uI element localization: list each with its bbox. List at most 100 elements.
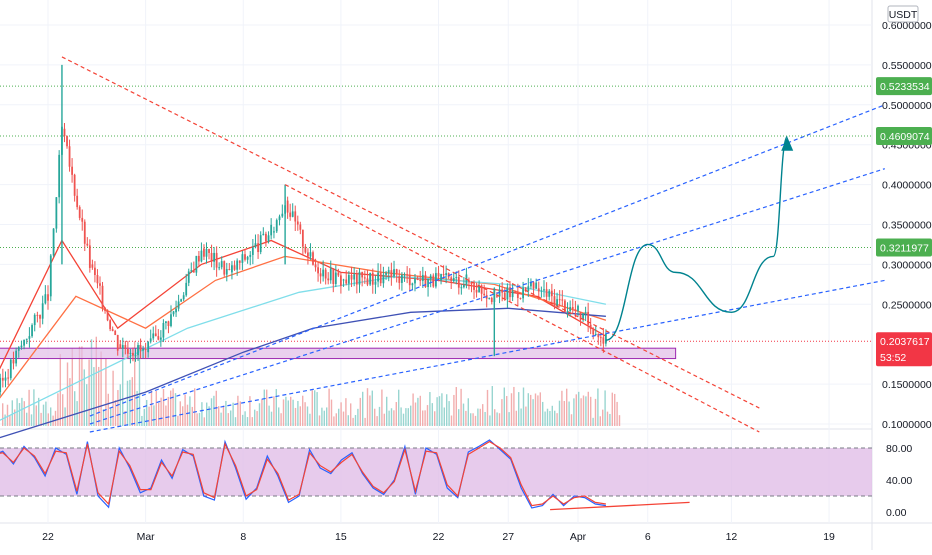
volume-bar — [460, 388, 462, 426]
volume-bar — [314, 390, 316, 426]
candle-body — [187, 271, 190, 283]
volume-bar — [318, 415, 321, 426]
volume-bar — [220, 412, 222, 426]
volume-bar — [237, 395, 239, 426]
price-level-badge-bg — [876, 238, 932, 257]
candle-body — [327, 278, 330, 281]
candle-body — [9, 359, 12, 379]
candle-body — [501, 289, 504, 293]
volume-bar — [366, 388, 369, 426]
candle-body — [522, 287, 524, 299]
volume-bar — [491, 386, 493, 426]
volume-bar — [551, 405, 553, 426]
candle-body — [455, 277, 458, 279]
volume-bar — [515, 410, 517, 426]
price-axis-tick-label: 0.5500000 — [882, 60, 932, 72]
projection-path — [605, 136, 788, 341]
volume-bar — [196, 413, 198, 426]
volume-bar — [506, 396, 508, 426]
oscillator-band — [0, 448, 872, 496]
candle-body — [31, 325, 33, 337]
volume-bar — [446, 394, 448, 426]
volume-bar — [474, 415, 477, 426]
projection-arrow-head — [781, 136, 794, 151]
candle-body — [106, 310, 109, 321]
candle-body — [429, 275, 432, 279]
volume-bar — [611, 392, 613, 426]
candle-body — [377, 272, 379, 282]
volume-bar — [182, 406, 184, 426]
volume-bar — [510, 393, 513, 426]
candle-body — [527, 286, 530, 292]
volume-bar — [616, 401, 618, 426]
volume-bar — [234, 417, 237, 426]
volume-bar — [50, 407, 52, 426]
candle-body — [257, 243, 259, 253]
volume-bar — [436, 397, 438, 426]
volume-bar — [429, 392, 431, 426]
candle-body — [437, 273, 440, 277]
quote-currency-frame — [887, 5, 919, 23]
volume-bar — [222, 405, 225, 426]
volume-bar — [347, 415, 349, 426]
volume-bar — [162, 388, 165, 426]
volume-bar — [302, 395, 304, 426]
volume-bar — [407, 408, 409, 426]
candle-body — [488, 297, 491, 299]
candle-body — [432, 275, 435, 287]
current-price-badge: 0.2037617 53:52 — [876, 332, 932, 367]
candle-body — [592, 329, 595, 335]
support-zone-rectangle — [0, 347, 677, 360]
candle-body — [597, 333, 600, 338]
volume-bar — [455, 387, 457, 426]
volume-bar — [172, 388, 174, 426]
volume-bar — [498, 413, 501, 426]
candle-body — [25, 338, 28, 340]
candle-body — [408, 274, 411, 286]
candle-body — [509, 287, 511, 298]
candle-body — [210, 252, 213, 262]
volume-bar — [590, 396, 592, 426]
candle-body — [435, 273, 437, 287]
volume-bar — [208, 406, 210, 426]
candle-body — [7, 377, 10, 379]
volume-bar — [530, 394, 532, 426]
current-price-value: 0.2037617 — [880, 336, 930, 348]
volume-bar — [26, 412, 28, 426]
candle-body — [427, 278, 429, 288]
volume-bar — [299, 406, 301, 426]
price-level-badge-value: 0.3211977 — [880, 242, 929, 254]
candle-body — [63, 128, 66, 137]
volume-bar — [280, 413, 282, 426]
candle-body — [86, 243, 89, 246]
candle-body — [76, 195, 79, 208]
volume-bar — [542, 401, 544, 426]
candle-body — [203, 248, 205, 257]
candle-body — [445, 273, 448, 276]
candle-body — [291, 211, 294, 217]
volume-bar — [381, 389, 383, 426]
volume-bar — [556, 413, 558, 426]
price-axis-tick-label: 0.1000000 — [882, 419, 932, 431]
candle-body — [172, 311, 175, 315]
candle-body — [223, 261, 226, 275]
volume-bar — [304, 402, 306, 426]
candle-body — [561, 299, 564, 301]
volume-bar — [393, 410, 395, 426]
candle-body — [109, 320, 112, 330]
candle-body — [152, 333, 155, 339]
volume-bar — [316, 392, 318, 426]
volume-bar — [539, 392, 541, 426]
current-price-badge-bg — [876, 332, 932, 367]
candle-body — [205, 249, 208, 257]
volume-bar — [90, 339, 93, 426]
volume-bar — [275, 389, 277, 426]
candle-body — [200, 250, 203, 262]
volume-bar — [448, 401, 450, 426]
candle-body — [604, 333, 607, 344]
volume-bar — [227, 413, 229, 426]
candle-body — [99, 283, 101, 286]
candle-body — [540, 290, 543, 292]
